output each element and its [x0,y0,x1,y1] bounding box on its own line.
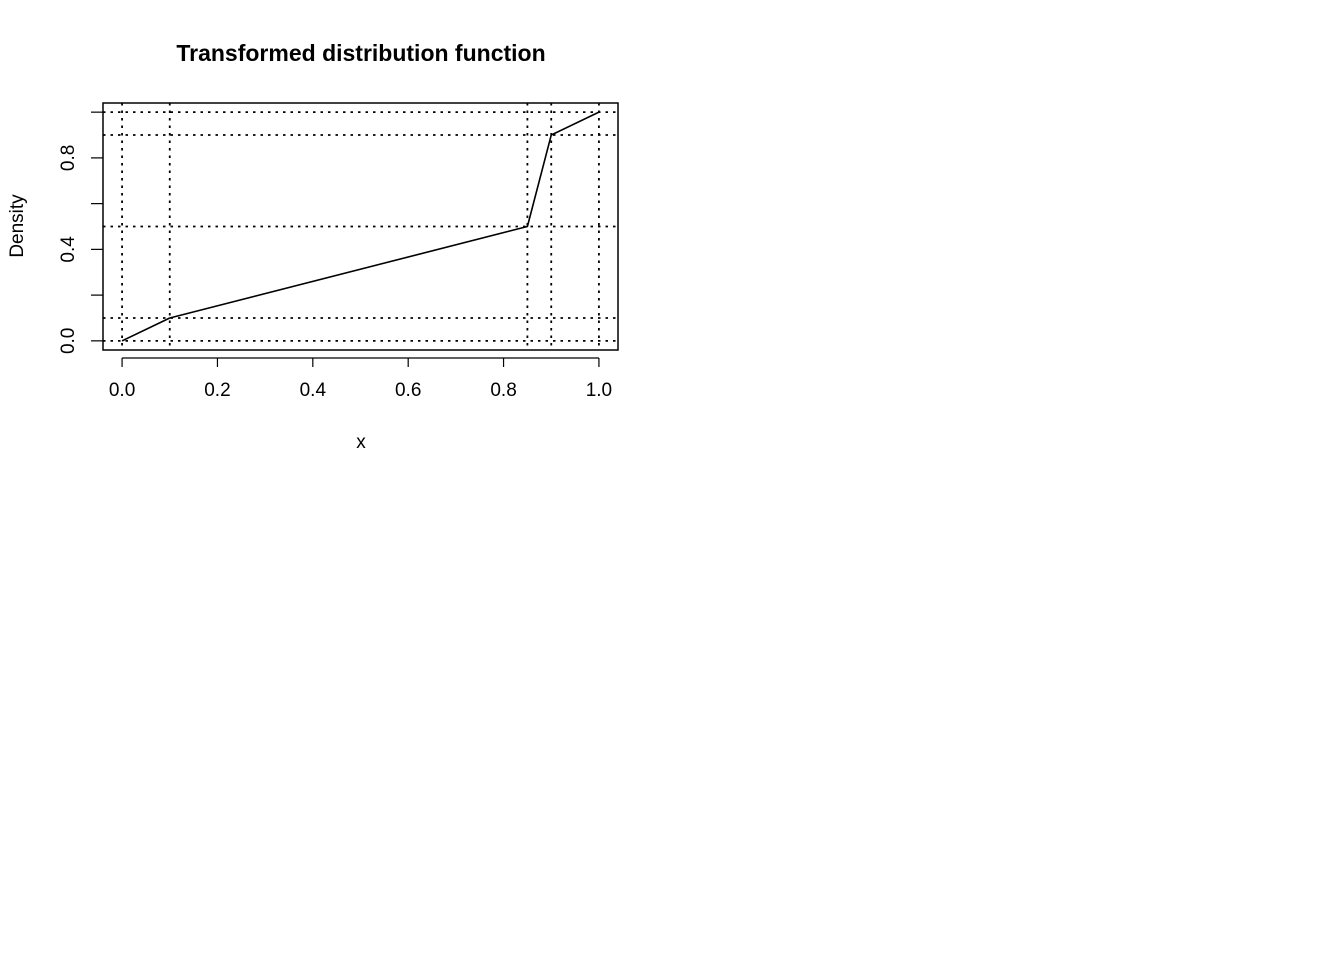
y-tick-label-0: 0.0 [58,328,79,354]
x-tick-label-3: 0.6 [395,380,421,401]
x-axis-label: x [356,432,366,453]
y-axis-label: Density [7,194,28,258]
x-tick-label-0: 0.0 [109,380,135,401]
x-tick-label-4: 0.8 [490,380,516,401]
x-tick-label-2: 0.4 [300,380,327,401]
reference-lines [103,103,618,350]
x-tick-label-1: 0.2 [204,380,230,401]
series-line-0 [121,111,600,342]
chart-title: Transformed distribution function [176,40,545,66]
y-tick-label-2: 0.4 [58,236,79,263]
y-tick-label-4: 0.8 [58,145,79,171]
x-axis: 0.0 0.2 0.4 0.6 0.8 1.0 [109,357,612,401]
y-axis: 0.0 0.4 0.8 [58,111,103,354]
series-layer [121,111,600,342]
x-tick-label-5: 1.0 [586,380,612,401]
